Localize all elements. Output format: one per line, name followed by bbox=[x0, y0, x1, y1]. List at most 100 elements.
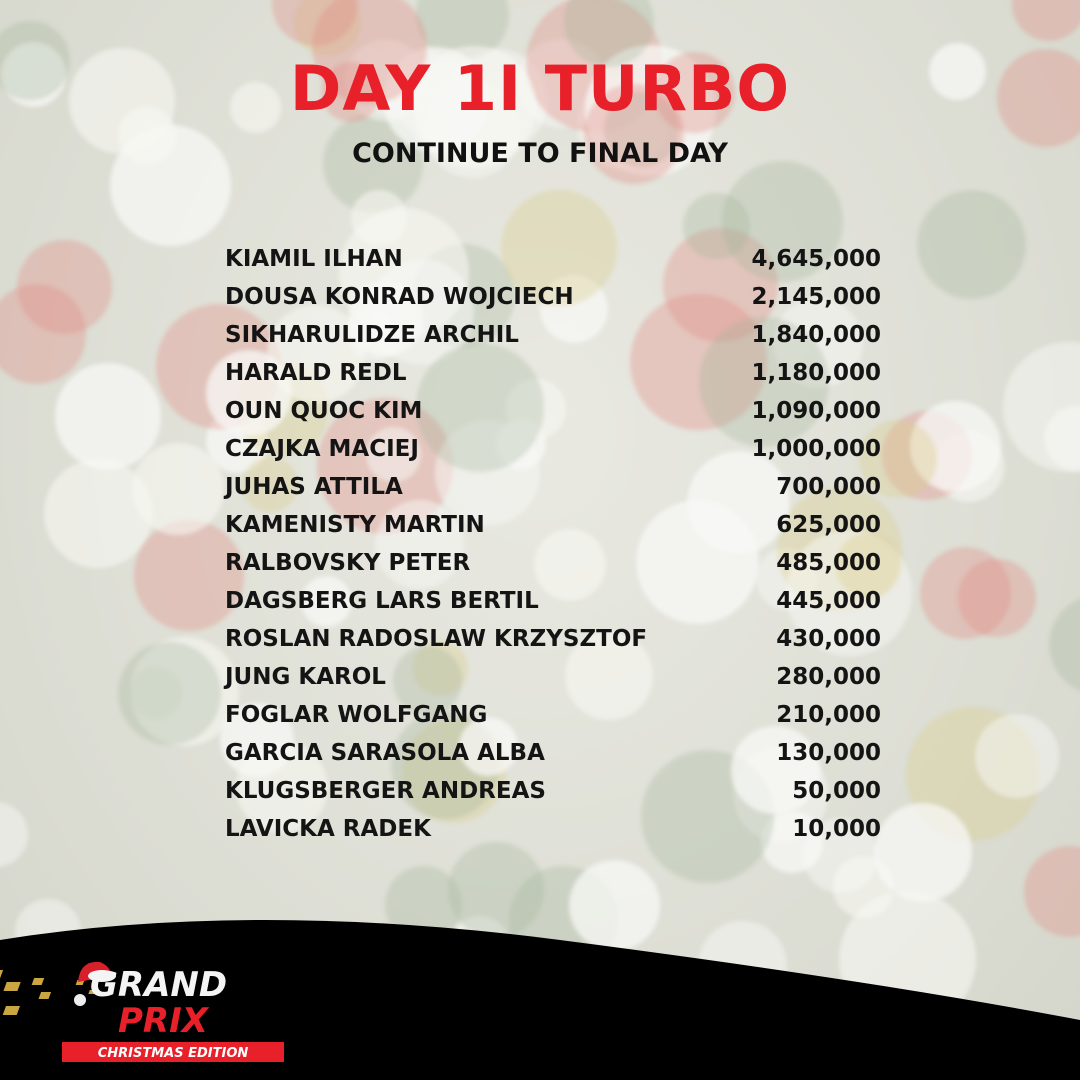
bokeh-light bbox=[506, 379, 566, 440]
player-row: RALBOVSKY PETER 485,000 bbox=[225, 544, 881, 582]
bokeh-light bbox=[434, 420, 540, 526]
bokeh-light bbox=[54, 363, 162, 470]
bokeh-light bbox=[630, 293, 767, 431]
bokeh-light bbox=[132, 442, 224, 535]
bokeh-light bbox=[458, 717, 519, 777]
bokeh-light bbox=[603, 91, 679, 167]
bokeh-light bbox=[565, 631, 654, 720]
bokeh-light bbox=[772, 297, 864, 389]
bokeh-light bbox=[392, 645, 463, 716]
bokeh-light bbox=[365, 426, 421, 482]
player-row: DOUSA KONRAD WOJCIECH 2,145,000 bbox=[225, 278, 881, 316]
player-name: FOGLAR WOLFGANG bbox=[225, 702, 488, 728]
bokeh-light bbox=[585, 45, 716, 176]
checkered-flag-icon bbox=[0, 970, 96, 1015]
bokeh-light bbox=[663, 227, 778, 343]
bokeh-light bbox=[683, 192, 750, 260]
bokeh-light bbox=[858, 420, 937, 499]
bokeh-light bbox=[873, 803, 973, 902]
bokeh-light bbox=[0, 283, 87, 384]
player-name: GARCIA SARASOLA ALBA bbox=[225, 740, 545, 766]
logo-grand: GRAND bbox=[90, 965, 227, 1005]
grand-prix-logo: GRAND PRIX CHRISTMAS EDITION bbox=[0, 961, 284, 1062]
player-name: DAGSBERG LARS BERTIL bbox=[225, 588, 539, 614]
player-row: LAVICKA RADEK 10,000 bbox=[225, 810, 881, 848]
player-name: CZAJKA MACIEJ bbox=[225, 436, 419, 462]
bokeh-light bbox=[568, 860, 660, 952]
bokeh-light bbox=[501, 189, 618, 306]
chip-count: 1,180,000 bbox=[751, 360, 882, 386]
chip-count: 2,145,000 bbox=[751, 284, 882, 310]
chip-count: 1,090,000 bbox=[751, 398, 882, 424]
player-row: KIAMIL ILHAN 4,645,000 bbox=[225, 240, 881, 278]
bokeh-light bbox=[129, 636, 239, 747]
bokeh-light bbox=[730, 725, 820, 815]
bokeh-light bbox=[118, 107, 176, 165]
player-row: HARALD REDL 1,180,000 bbox=[225, 354, 881, 392]
bokeh-light bbox=[300, 575, 353, 628]
bokeh-light bbox=[242, 456, 298, 512]
bokeh-light bbox=[229, 82, 282, 134]
footer-band bbox=[0, 920, 1080, 1080]
bokeh-light bbox=[786, 530, 913, 657]
player-name: DOUSA KONRAD WOJCIECH bbox=[225, 284, 574, 310]
player-row: ROSLAN RADOSLAW KRZYSZTOF 430,000 bbox=[225, 620, 881, 658]
bokeh-light bbox=[958, 559, 1036, 637]
chip-count: 4,645,000 bbox=[751, 246, 882, 272]
logo-prix: PRIX bbox=[118, 1001, 210, 1041]
bokeh-light bbox=[583, 83, 684, 184]
player-name: KIAMIL ILHAN bbox=[225, 246, 403, 272]
player-name: OUN QUOC KIM bbox=[225, 398, 423, 424]
bokeh-light bbox=[929, 42, 987, 100]
player-name: SIKHARULIDZE ARCHIL bbox=[225, 322, 519, 348]
player-name: HARALD REDL bbox=[225, 360, 407, 386]
bokeh-light bbox=[699, 317, 830, 448]
chip-count: 430,000 bbox=[776, 626, 881, 652]
bokeh-light bbox=[916, 189, 1026, 300]
chip-count: 445,000 bbox=[776, 588, 881, 614]
chip-count: 1,000,000 bbox=[751, 436, 882, 462]
player-row: FOGLAR WOLFGANG 210,000 bbox=[225, 696, 881, 734]
bokeh-light bbox=[1, 41, 67, 107]
player-row: GARCIA SARASOLA ALBA 130,000 bbox=[225, 734, 881, 772]
bokeh-light bbox=[367, 258, 475, 366]
player-name: KLUGSBERGER ANDREAS bbox=[225, 778, 546, 804]
bokeh-light bbox=[919, 547, 1011, 639]
player-row: CZAJKA MACIEJ 1,000,000 bbox=[225, 430, 881, 468]
player-name: LAVICKA RADEK bbox=[225, 816, 431, 842]
player-row: KLUGSBERGER ANDREAS 50,000 bbox=[225, 772, 881, 810]
chip-count: 50,000 bbox=[792, 778, 881, 804]
chip-count: 485,000 bbox=[776, 550, 881, 576]
player-name: KAMENISTY MARTIN bbox=[225, 512, 485, 538]
bokeh-light bbox=[415, 343, 544, 472]
bokeh-light bbox=[320, 61, 382, 123]
bokeh-light bbox=[413, 640, 468, 696]
santa-hat-icon bbox=[74, 961, 116, 1006]
player-row: KAMENISTY MARTIN 625,000 bbox=[225, 506, 881, 544]
player-name: JUHAS ATTILA bbox=[225, 474, 403, 500]
bokeh-light bbox=[910, 401, 1001, 492]
chip-count: 625,000 bbox=[776, 512, 881, 538]
bokeh-light bbox=[974, 713, 1059, 798]
bokeh-light bbox=[311, 0, 428, 105]
bokeh-light bbox=[133, 520, 245, 631]
player-row: DAGSBERG LARS BERTIL 445,000 bbox=[225, 582, 881, 620]
bokeh-light bbox=[236, 741, 329, 834]
bokeh-light bbox=[294, 0, 362, 57]
page-subtitle: CONTINUE TO FINAL DAY bbox=[352, 138, 728, 169]
bokeh-light bbox=[448, 842, 544, 938]
chip-count: 10,000 bbox=[792, 816, 881, 842]
bokeh-light bbox=[534, 529, 606, 602]
player-name: RALBOVSKY PETER bbox=[225, 550, 471, 576]
player-name: ROSLAN RADOSLAW KRZYSZTOF bbox=[225, 626, 648, 652]
bokeh-light bbox=[761, 811, 823, 873]
bokeh-light bbox=[997, 49, 1080, 147]
player-name: JUNG KAROL bbox=[225, 664, 386, 690]
bokeh-light bbox=[117, 641, 222, 746]
chip-count: 700,000 bbox=[776, 474, 881, 500]
player-row: JUNG KAROL 280,000 bbox=[225, 658, 881, 696]
bokeh-light bbox=[382, 47, 488, 152]
page-title: DAY 1I TURBO bbox=[289, 52, 791, 125]
player-row: OUN QUOC KIM 1,090,000 bbox=[225, 392, 881, 430]
